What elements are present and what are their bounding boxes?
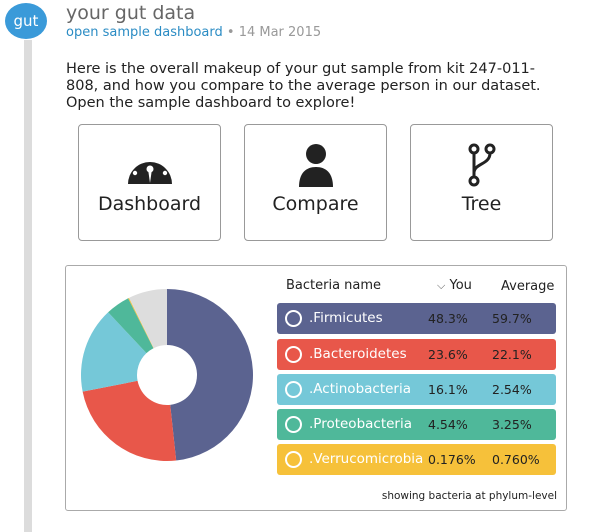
open-sample-dashboard-link[interactable]: open sample dashboard xyxy=(66,25,223,40)
you-value: 16.1% xyxy=(428,382,468,397)
dashboard-tile[interactable]: Dashboard xyxy=(78,124,221,241)
select-circle-icon[interactable] xyxy=(285,381,302,398)
post-description: Here is the overall makeup of your gut s… xyxy=(66,61,541,111)
you-value: 48.3% xyxy=(428,311,468,326)
bacteria-row[interactable]: .Verrucomicrobia 0.176% 0.760% xyxy=(277,444,556,475)
select-circle-icon[interactable] xyxy=(285,310,302,327)
donut-slice[interactable] xyxy=(167,289,254,461)
bacteria-name: .Verrucomicrobia xyxy=(309,451,424,467)
person-icon xyxy=(298,144,333,187)
col-header-you-label: You xyxy=(449,278,472,293)
bacteria-row[interactable]: .Proteobacteria 4.54% 3.25% xyxy=(277,409,556,440)
compare-tile[interactable]: Compare xyxy=(244,124,387,241)
select-circle-icon[interactable] xyxy=(285,451,302,468)
bacteria-name: .Bacteroidetes xyxy=(309,346,407,362)
you-value: 23.6% xyxy=(428,347,468,362)
bacteria-name: .Actinobacteria xyxy=(309,381,412,397)
dashboard-tile-label: Dashboard xyxy=(97,193,202,215)
bacteria-panel: Bacteria name ⌵ You Average .Firmicutes 4… xyxy=(65,265,567,511)
col-header-name: Bacteria name xyxy=(286,278,382,293)
bacteria-row[interactable]: .Firmicutes 48.3% 59.7% xyxy=(277,303,556,334)
you-value: 0.176% xyxy=(428,452,476,467)
gauge-icon xyxy=(127,153,172,184)
select-circle-icon[interactable] xyxy=(285,416,302,433)
donut-slice[interactable] xyxy=(82,380,177,461)
compare-tile-label: Compare xyxy=(272,193,359,215)
phylum-level-note: showing bacteria at phylum-level xyxy=(381,490,557,502)
select-circle-icon[interactable] xyxy=(285,346,302,363)
sort-chevron-icon: ⌵ xyxy=(437,279,446,292)
bacteria-name: .Firmicutes xyxy=(309,310,383,326)
bacteria-row[interactable]: .Actinobacteria 16.1% 2.54% xyxy=(277,374,556,405)
donut-slice[interactable] xyxy=(129,289,167,349)
bacteria-row[interactable]: .Bacteroidetes 23.6% 22.1% xyxy=(277,339,556,370)
post-date: • 14 Mar 2015 xyxy=(226,25,322,40)
tree-tile-label: Tree xyxy=(461,193,502,215)
post-subline: open sample dashboard • 14 Mar 2015 xyxy=(66,25,321,40)
phylum-donut-chart xyxy=(81,289,254,461)
avatar: gut xyxy=(5,3,47,39)
bacteria-name: .Proteobacteria xyxy=(309,416,413,432)
donut-slice[interactable] xyxy=(128,297,154,349)
branch-icon xyxy=(468,143,495,187)
post-title: your gut data xyxy=(66,2,196,24)
average-value: 22.1% xyxy=(492,347,532,362)
timeline-bar xyxy=(24,40,32,532)
col-header-average[interactable]: Average xyxy=(501,279,555,294)
average-value: 2.54% xyxy=(492,382,532,397)
average-value: 3.25% xyxy=(492,417,532,432)
you-value: 4.54% xyxy=(428,417,468,432)
average-value: 59.7% xyxy=(492,311,532,326)
col-header-you[interactable]: ⌵ You xyxy=(437,278,472,293)
average-value: 0.760% xyxy=(492,452,540,467)
tree-tile[interactable]: Tree xyxy=(410,124,553,241)
donut-slice[interactable] xyxy=(81,312,147,392)
donut-slice[interactable] xyxy=(108,298,154,354)
